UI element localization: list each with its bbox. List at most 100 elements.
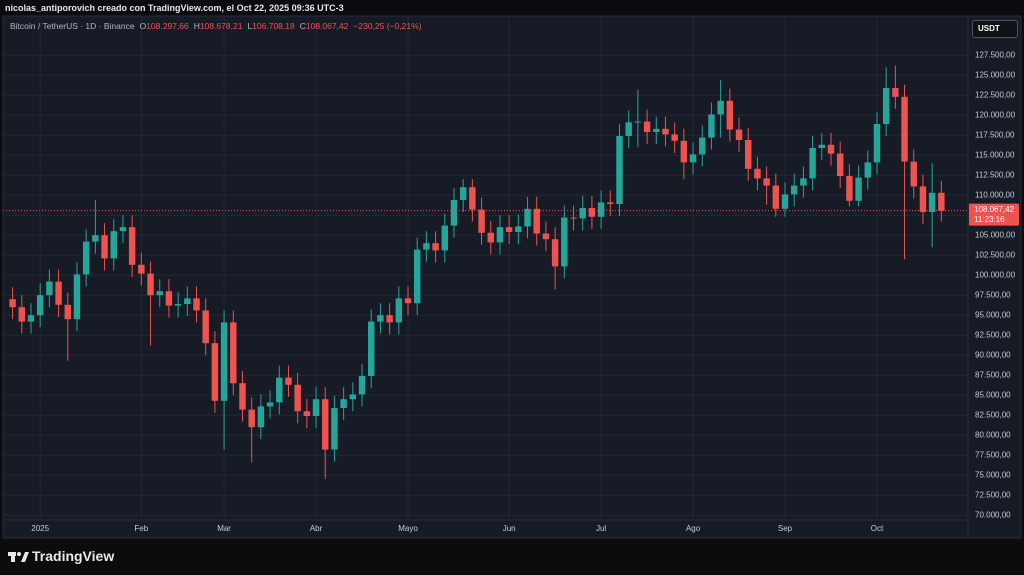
- candle-body: [910, 161, 917, 187]
- candle-body: [266, 402, 274, 407]
- candle-body: [901, 96, 908, 162]
- candle-body: [855, 177, 862, 201]
- candle-body: [202, 310, 209, 344]
- candle-body: [717, 100, 724, 115]
- candle-body: [561, 217, 568, 267]
- y-tick-label: 87.500,00: [975, 370, 1011, 379]
- chart-panel: [2, 15, 1022, 539]
- x-tick-label: Ago: [686, 524, 701, 533]
- candle-body: [55, 281, 62, 305]
- y-tick-label: 100.000,00: [975, 270, 1016, 279]
- candle-body: [607, 202, 614, 204]
- logo-part: [11, 552, 15, 562]
- candle-body: [18, 307, 26, 322]
- candle-body: [882, 88, 890, 124]
- candle-body: [515, 226, 522, 232]
- ohlc-key: H: [193, 21, 200, 31]
- candle-body: [156, 291, 163, 296]
- candle-body: [386, 315, 393, 323]
- candle-body: [634, 121, 642, 123]
- x-tick-label: Jun: [503, 524, 516, 533]
- candle-body: [809, 148, 816, 179]
- x-tick-label: Mar: [217, 524, 231, 533]
- candle-body: [101, 235, 108, 259]
- y-tick-label: 102.500,00: [975, 250, 1016, 259]
- candle-body: [413, 249, 421, 304]
- logo: [8, 552, 29, 562]
- candle-body: [340, 399, 347, 408]
- symbol-legend: Bitcoin / TetherUS · 1D · Binance O108.29…: [10, 21, 421, 31]
- candle-body: [919, 186, 927, 212]
- candle-body: [662, 128, 669, 135]
- candle-body: [432, 243, 439, 251]
- candle-body: [551, 239, 559, 267]
- candle-body: [92, 235, 99, 242]
- y-tick-label: 82.500,00: [975, 410, 1011, 419]
- candle-body: [450, 200, 458, 226]
- candle-body: [138, 264, 145, 274]
- candle-body: [239, 383, 246, 410]
- y-tick-label: 110.000,00: [975, 190, 1015, 199]
- candle-body: [358, 376, 366, 395]
- candle-body: [533, 208, 540, 234]
- candle-body: [128, 227, 136, 265]
- ohlc-key: O: [139, 21, 147, 31]
- candle-body: [597, 202, 605, 217]
- candle-body: [625, 122, 632, 136]
- symbol: Bitcoin / TetherUS · 1D · Binance: [10, 21, 135, 31]
- credit: nicolas_antiporovich creado con TradingV…: [5, 3, 344, 13]
- candle-body: [928, 192, 936, 212]
- ohlc-value: 108.067,42: [305, 21, 349, 31]
- y-tick-label: 105.000,00: [975, 230, 1016, 239]
- candle-body: [368, 321, 375, 376]
- candle-body: [505, 227, 513, 232]
- candle-body: [781, 194, 789, 209]
- currency-button[interactable]: USDT: [972, 20, 1018, 38]
- candle-body: [110, 231, 117, 259]
- x-tick-label: Oct: [871, 524, 884, 533]
- candle-body: [653, 128, 660, 132]
- candle-body: [248, 409, 255, 428]
- candle-body: [478, 209, 485, 233]
- x-tick-label: Jul: [596, 524, 606, 533]
- candle-body: [570, 217, 577, 219]
- ohlc-value: 108.297,66: [146, 21, 189, 31]
- candle-body: [73, 274, 81, 320]
- y-tick-label: 125.000,00: [975, 70, 1016, 79]
- ohlc-value: 108.678,21: [199, 21, 243, 31]
- candle-body: [579, 208, 586, 219]
- candle-body: [322, 399, 329, 450]
- y-tick-label: 75.000,00: [975, 470, 1011, 479]
- candle-body: [892, 88, 899, 97]
- y-tick-label: 77.500,00: [975, 450, 1011, 459]
- candle-body: [671, 134, 678, 141]
- x-tick-label: 2025: [31, 524, 49, 533]
- candle-body: [864, 162, 871, 178]
- candle-body: [542, 233, 550, 240]
- candle-body: [147, 273, 154, 296]
- candle-body: [193, 298, 200, 311]
- y-tick-label: 72.500,00: [975, 490, 1011, 499]
- candle-body: [230, 322, 237, 384]
- candle-body: [616, 136, 623, 204]
- candle-body: [165, 291, 173, 306]
- candle-body: [441, 225, 448, 251]
- candle-body: [119, 227, 127, 232]
- candle-body: [285, 377, 292, 385]
- candle-body: [64, 304, 71, 320]
- grid: [3, 16, 968, 520]
- x-tick-label: Feb: [134, 524, 148, 533]
- candle-body: [36, 295, 44, 316]
- candle-body: [735, 129, 743, 140]
- y-tick-label: 112.500,00: [975, 170, 1015, 179]
- y-tick-label: 70.000,00: [975, 510, 1011, 519]
- y-tick-label: 120.000,00: [975, 110, 1016, 119]
- candle-body: [9, 299, 16, 308]
- candle-body: [754, 168, 761, 179]
- candle-body: [680, 140, 688, 163]
- candle-body: [643, 121, 651, 132]
- logo-part: [17, 552, 21, 556]
- candle-body: [46, 281, 53, 296]
- candle-body: [220, 322, 228, 401]
